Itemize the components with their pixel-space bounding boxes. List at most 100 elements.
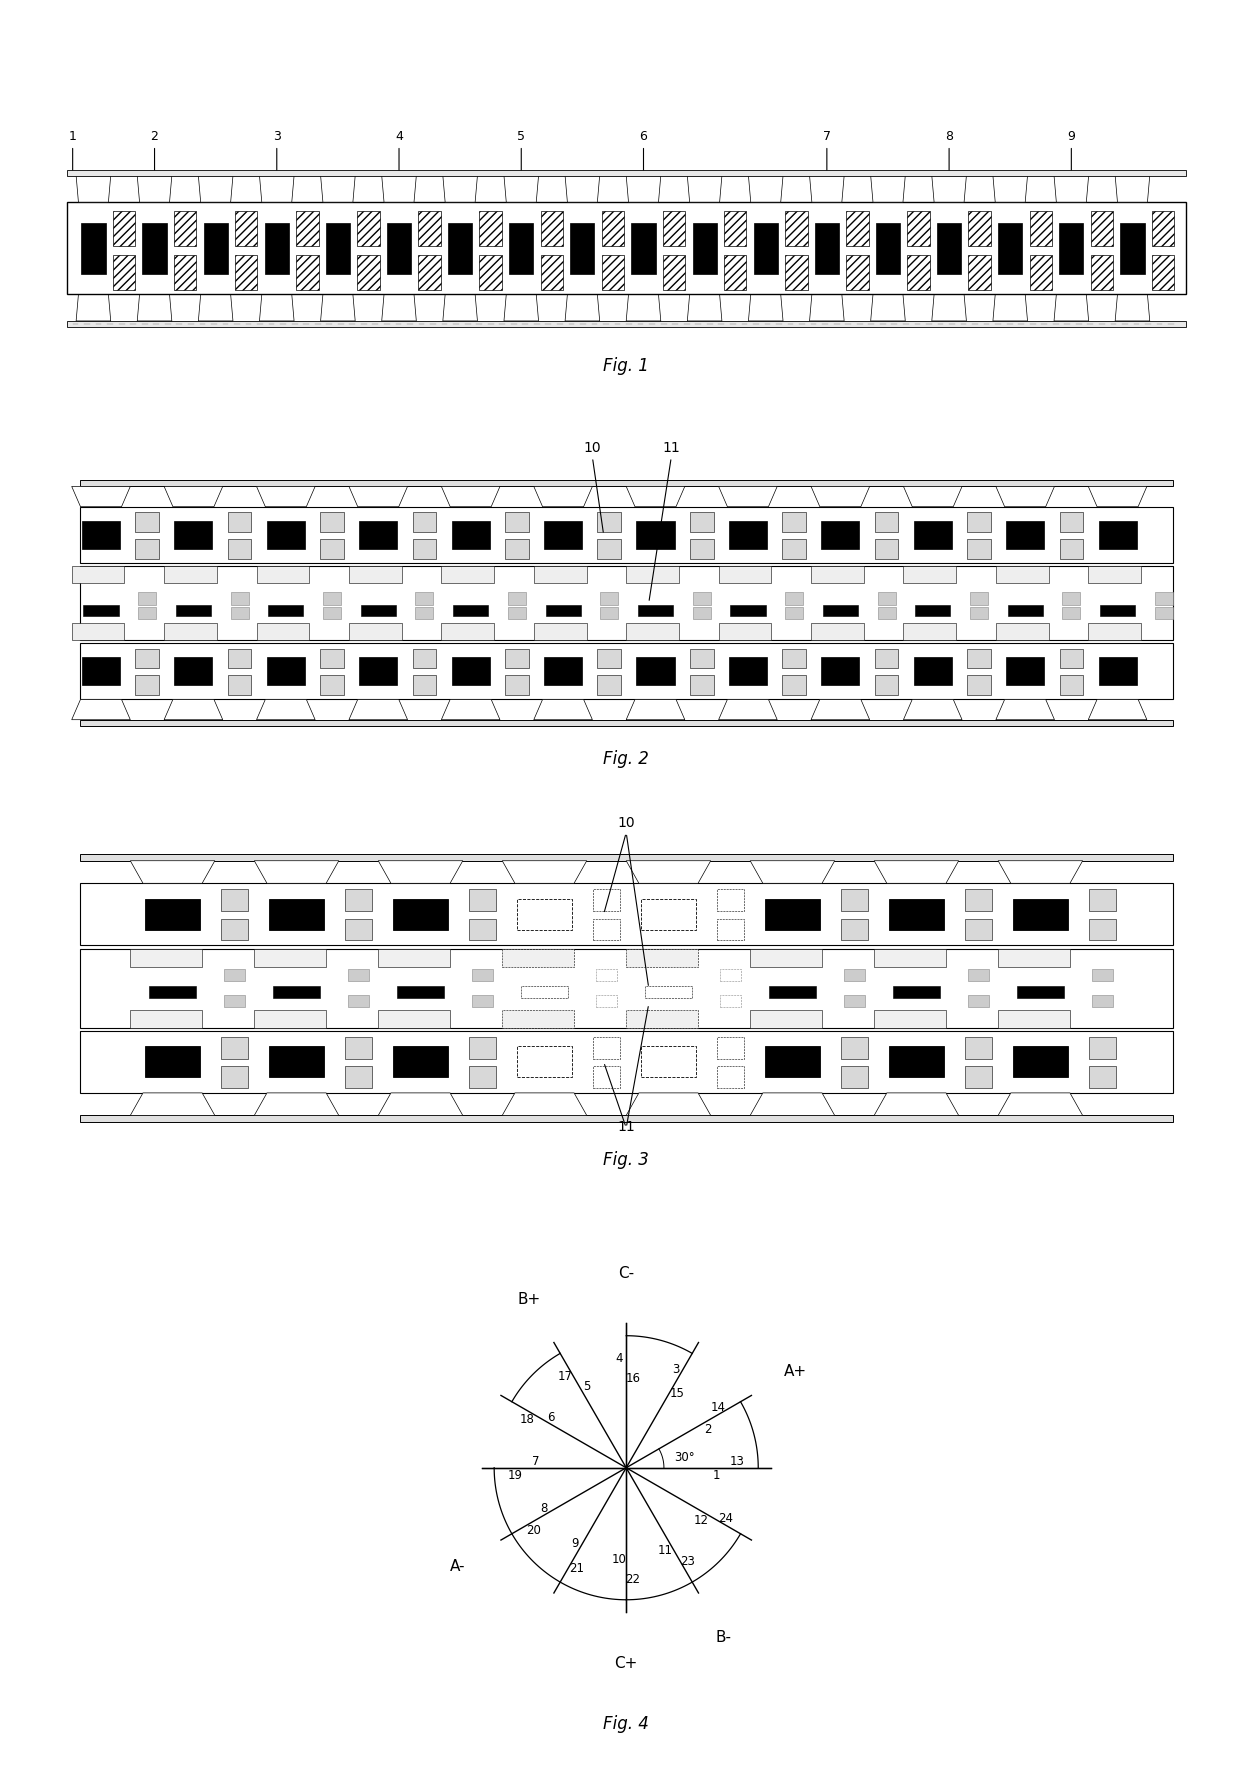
Bar (1029, 256, 1052, 290)
Polygon shape (810, 295, 844, 322)
Bar (361, 605, 396, 616)
Polygon shape (533, 700, 593, 721)
Polygon shape (257, 488, 315, 507)
Bar (893, 986, 940, 999)
Bar (904, 623, 956, 641)
Polygon shape (382, 176, 417, 203)
Bar (254, 949, 326, 967)
Bar (221, 918, 248, 942)
Bar (324, 593, 341, 605)
Bar (782, 513, 806, 532)
Bar (397, 986, 444, 999)
Bar (1152, 212, 1174, 247)
Bar (264, 224, 289, 274)
Bar (138, 593, 156, 605)
Polygon shape (348, 700, 408, 721)
Bar (320, 513, 343, 532)
Bar (1029, 212, 1052, 247)
Bar (138, 607, 156, 619)
Bar (846, 212, 869, 247)
Bar (113, 212, 135, 247)
Text: 12: 12 (693, 1513, 708, 1525)
Polygon shape (321, 176, 355, 203)
Text: 4: 4 (396, 130, 403, 142)
Text: 11: 11 (662, 440, 681, 454)
Bar (79, 1031, 1173, 1093)
Bar (176, 605, 211, 616)
Bar (228, 539, 252, 559)
Bar (79, 568, 1173, 641)
Bar (234, 212, 258, 247)
Polygon shape (130, 1093, 215, 1116)
Bar (915, 605, 950, 616)
Bar (533, 623, 587, 641)
Bar (267, 522, 305, 550)
Bar (874, 676, 898, 696)
Bar (273, 986, 320, 999)
Polygon shape (1089, 700, 1147, 721)
Bar (636, 659, 675, 685)
Bar (82, 522, 120, 550)
Bar (67, 322, 1185, 328)
Bar (175, 659, 212, 685)
Bar (998, 1009, 1070, 1029)
Bar (441, 568, 494, 584)
Polygon shape (502, 1093, 587, 1116)
Bar (719, 623, 771, 641)
Bar (203, 224, 228, 274)
Bar (965, 890, 992, 911)
Bar (600, 593, 619, 605)
Bar (320, 650, 343, 669)
Bar (904, 568, 956, 584)
Polygon shape (750, 862, 835, 885)
Bar (135, 513, 159, 532)
Text: 2: 2 (150, 130, 159, 142)
Text: 11: 11 (658, 1543, 673, 1556)
Bar (441, 623, 494, 641)
Polygon shape (76, 176, 110, 203)
Bar (593, 1038, 620, 1059)
Polygon shape (993, 295, 1028, 322)
Bar (593, 1066, 620, 1088)
Bar (79, 481, 1173, 488)
Bar (596, 995, 616, 1007)
Bar (1017, 986, 1064, 999)
Bar (1089, 918, 1116, 942)
Bar (1059, 513, 1084, 532)
Bar (598, 676, 621, 696)
Bar (970, 607, 988, 619)
Text: C-: C- (618, 1266, 635, 1280)
Bar (968, 995, 988, 1007)
Bar (1089, 890, 1116, 911)
Bar (469, 918, 496, 942)
Bar (418, 212, 441, 247)
Bar (908, 256, 930, 290)
Polygon shape (138, 176, 172, 203)
Bar (968, 970, 988, 981)
Polygon shape (72, 700, 130, 721)
Polygon shape (72, 488, 130, 507)
Bar (505, 539, 528, 559)
Bar (135, 539, 159, 559)
Bar (221, 1038, 248, 1059)
Bar (965, 918, 992, 942)
Text: 4: 4 (615, 1351, 622, 1363)
Text: 17: 17 (558, 1369, 573, 1381)
Polygon shape (441, 488, 500, 507)
Bar (1089, 1066, 1116, 1088)
Bar (502, 1009, 574, 1029)
Text: 5: 5 (583, 1380, 590, 1392)
Bar (348, 995, 368, 1007)
Bar (480, 256, 502, 290)
Bar (296, 256, 319, 290)
Bar (174, 212, 196, 247)
Bar (841, 1066, 868, 1088)
Bar (544, 522, 582, 550)
Bar (472, 970, 492, 981)
Bar (720, 970, 740, 981)
Bar (1154, 607, 1173, 619)
Bar (228, 650, 252, 669)
Bar (601, 212, 624, 247)
Bar (348, 568, 402, 584)
Polygon shape (378, 862, 463, 885)
